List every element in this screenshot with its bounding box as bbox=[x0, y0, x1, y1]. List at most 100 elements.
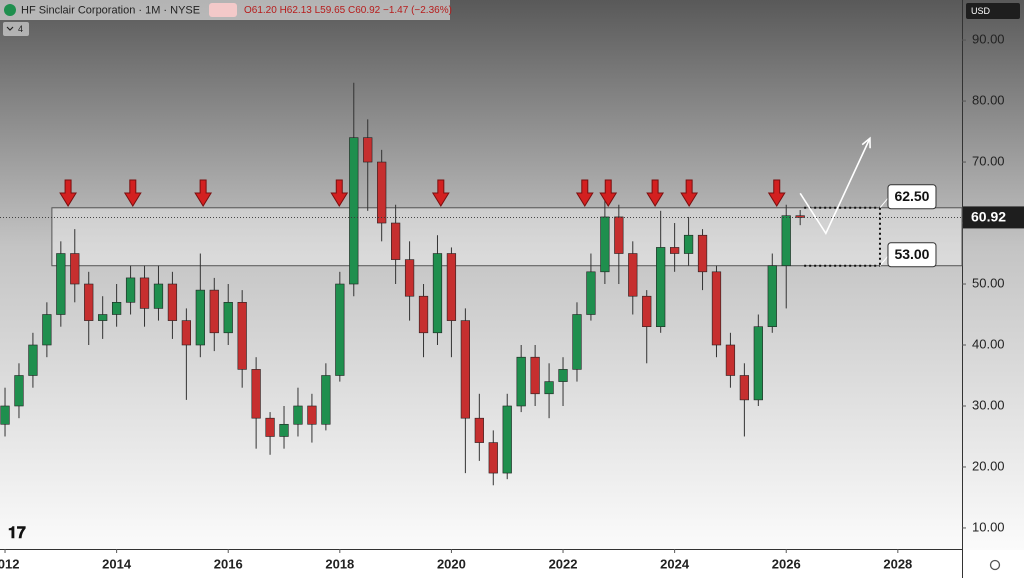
candle-body bbox=[0, 405, 10, 425]
candle-body bbox=[446, 253, 457, 321]
projection-arrowhead bbox=[861, 136, 871, 149]
y-tick-label: 30.00 bbox=[972, 397, 1005, 412]
chevron-icon bbox=[6, 26, 14, 31]
down-arrow bbox=[599, 179, 618, 207]
flag-badge[interactable] bbox=[209, 3, 237, 17]
symbol-title[interactable]: HF Sinclair Corporation · 1M · NYSE bbox=[21, 4, 200, 16]
candle-body bbox=[237, 302, 247, 370]
candle-body bbox=[14, 375, 24, 407]
last-price-tag bbox=[963, 206, 1024, 229]
candle-body bbox=[795, 215, 805, 218]
candle-body bbox=[656, 247, 666, 328]
candle-body bbox=[209, 289, 219, 334]
candle-body bbox=[670, 247, 680, 254]
y-tick-label: 70.00 bbox=[972, 153, 1005, 168]
candle-body bbox=[42, 314, 52, 346]
candle-body bbox=[167, 283, 178, 321]
down-arrow bbox=[194, 179, 213, 207]
candle-body bbox=[516, 356, 526, 407]
candle-body bbox=[111, 302, 122, 315]
candle-body bbox=[586, 271, 596, 315]
x-tick-label: 2028 bbox=[883, 556, 912, 571]
candle-body bbox=[139, 277, 150, 309]
x-tick-label: 2012 bbox=[0, 556, 19, 571]
candle-body bbox=[781, 215, 791, 267]
candle-body bbox=[321, 375, 331, 425]
x-tick-label: 2018 bbox=[325, 556, 354, 571]
candle-body bbox=[251, 369, 261, 419]
candles-layer bbox=[0, 82, 805, 486]
candle-body bbox=[279, 423, 289, 437]
last-price-label: 60.92 bbox=[971, 209, 1006, 225]
candle-body bbox=[544, 381, 554, 395]
down-arrow bbox=[330, 179, 349, 207]
candle-body bbox=[377, 161, 387, 224]
candle-body bbox=[418, 295, 429, 334]
plot-background bbox=[0, 0, 1024, 550]
candle-body bbox=[349, 137, 359, 285]
zone-layer bbox=[51, 207, 963, 267]
candle-body bbox=[98, 314, 108, 321]
projection-path bbox=[799, 137, 871, 236]
down-arrow bbox=[575, 179, 594, 207]
candle-body bbox=[125, 277, 136, 303]
candle-body bbox=[153, 283, 164, 309]
settings-icon[interactable] bbox=[989, 559, 1001, 571]
down-arrow bbox=[431, 179, 450, 207]
candle-body bbox=[460, 320, 471, 419]
candle-body bbox=[70, 253, 80, 285]
candle-body bbox=[488, 442, 498, 474]
candle-body bbox=[432, 253, 443, 334]
brand-logo[interactable]: 𝟏𝟕 bbox=[8, 525, 26, 542]
candle-body bbox=[530, 356, 540, 395]
resistance-zone bbox=[51, 207, 963, 267]
y-tick-label: 90.00 bbox=[972, 32, 1005, 47]
time-axis-background bbox=[0, 550, 1024, 578]
candle-body bbox=[725, 344, 736, 376]
candle-body bbox=[28, 344, 38, 376]
candle-body bbox=[195, 289, 205, 346]
candle-body bbox=[404, 259, 415, 297]
candle-body bbox=[265, 417, 275, 437]
ohlc-header: O61.20 H62.13 L59.65 C60.92 −1.47 (−2.36… bbox=[244, 5, 452, 16]
candle-body bbox=[181, 320, 191, 346]
down-arrow bbox=[767, 179, 786, 207]
candle-body bbox=[474, 417, 484, 443]
axis-layer: 10.0020.0030.0040.0050.0060.0070.0080.00… bbox=[0, 32, 1024, 571]
down-arrow bbox=[59, 179, 77, 207]
currency-label[interactable]: USD bbox=[971, 6, 991, 16]
symbol-logo[interactable] bbox=[4, 4, 16, 16]
candle-body bbox=[84, 283, 94, 321]
candle-body bbox=[307, 405, 317, 425]
down-arrow bbox=[646, 179, 664, 207]
candle-body bbox=[558, 369, 568, 382]
candle-body bbox=[711, 271, 722, 346]
level-label: 53.00 bbox=[894, 246, 929, 262]
down-arrow bbox=[680, 179, 699, 207]
currency-box[interactable] bbox=[966, 3, 1020, 19]
y-tick-label: 20.00 bbox=[972, 458, 1005, 473]
y-tick-label: 80.00 bbox=[972, 92, 1005, 107]
candle-body bbox=[753, 326, 763, 401]
candle-body bbox=[293, 405, 303, 425]
candle-body bbox=[739, 375, 750, 401]
candle-body bbox=[502, 405, 512, 474]
indicator-toggle[interactable] bbox=[3, 22, 29, 36]
indicator-count[interactable]: 4 bbox=[18, 24, 23, 34]
x-tick-label: 2016 bbox=[214, 556, 243, 571]
candle-body bbox=[767, 265, 777, 328]
candle-body bbox=[628, 253, 638, 297]
candle-body bbox=[335, 283, 345, 376]
candle-body bbox=[600, 216, 610, 273]
y-tick-label: 10.00 bbox=[972, 519, 1005, 534]
candle-body bbox=[56, 253, 66, 315]
x-tick-label: 2022 bbox=[549, 556, 578, 571]
candle-body bbox=[614, 216, 624, 254]
candle-body bbox=[572, 314, 582, 370]
level-label: 62.50 bbox=[894, 188, 929, 204]
level-label-box bbox=[887, 242, 937, 268]
candle-body bbox=[363, 137, 373, 163]
candle-body bbox=[697, 234, 708, 273]
